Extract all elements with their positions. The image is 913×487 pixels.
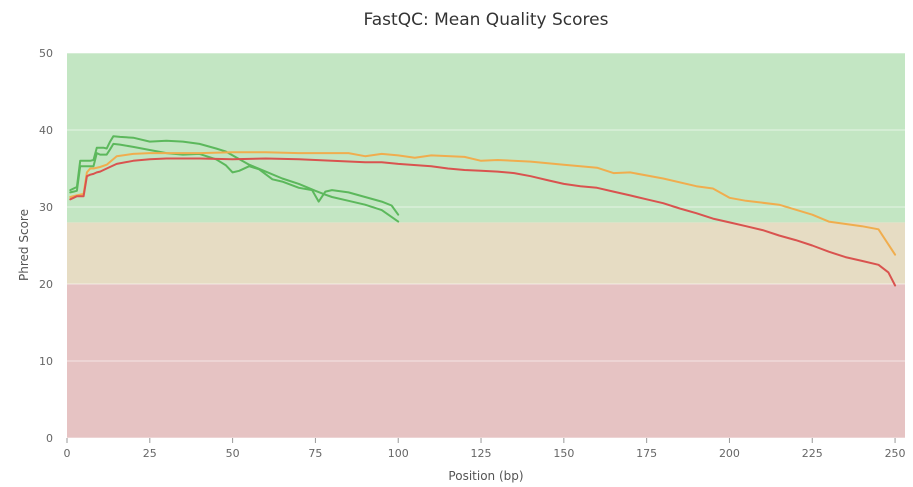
y-tick-label-3: 30	[39, 201, 53, 214]
y-tick-label-0: 0	[46, 432, 53, 445]
y-tick-label-1: 10	[39, 355, 53, 368]
quality-band-1	[67, 222, 905, 284]
x-axis-ticks: 0 25 50 75 100 125 150 175 200 225 250	[64, 438, 906, 460]
x-axis-label: Position (bp)	[448, 469, 523, 483]
x-tick-label-10: 250	[885, 447, 906, 460]
series-line-1	[69, 142, 400, 216]
gridlines	[67, 52, 905, 439]
y-axis-label: Phred Score	[17, 209, 31, 281]
quality-band-2	[67, 53, 905, 223]
y-tick-label-4: 40	[39, 124, 53, 137]
series-line-2	[69, 151, 897, 256]
x-tick-label-1: 25	[143, 447, 157, 460]
x-tick-label-4: 100	[388, 447, 409, 460]
x-tick-label-7: 175	[636, 447, 657, 460]
x-tick-label-3: 75	[308, 447, 322, 460]
x-tick-label-8: 200	[719, 447, 740, 460]
x-tick-label-5: 125	[471, 447, 492, 460]
x-tick-label-6: 150	[553, 447, 574, 460]
quality-bands	[67, 53, 905, 438]
series-layer	[69, 135, 897, 287]
y-tick-label-2: 20	[39, 278, 53, 291]
series-line-3	[69, 157, 897, 287]
x-tick-label-2: 50	[226, 447, 240, 460]
series-line-0	[69, 135, 400, 223]
x-tick-label-0: 0	[64, 447, 71, 460]
x-tick-label-9: 225	[802, 447, 823, 460]
y-axis-ticks: 0 10 20 30 40 50	[39, 47, 53, 445]
chart-title: FastQC: Mean Quality Scores	[364, 10, 609, 30]
y-tick-label-5: 50	[39, 47, 53, 60]
